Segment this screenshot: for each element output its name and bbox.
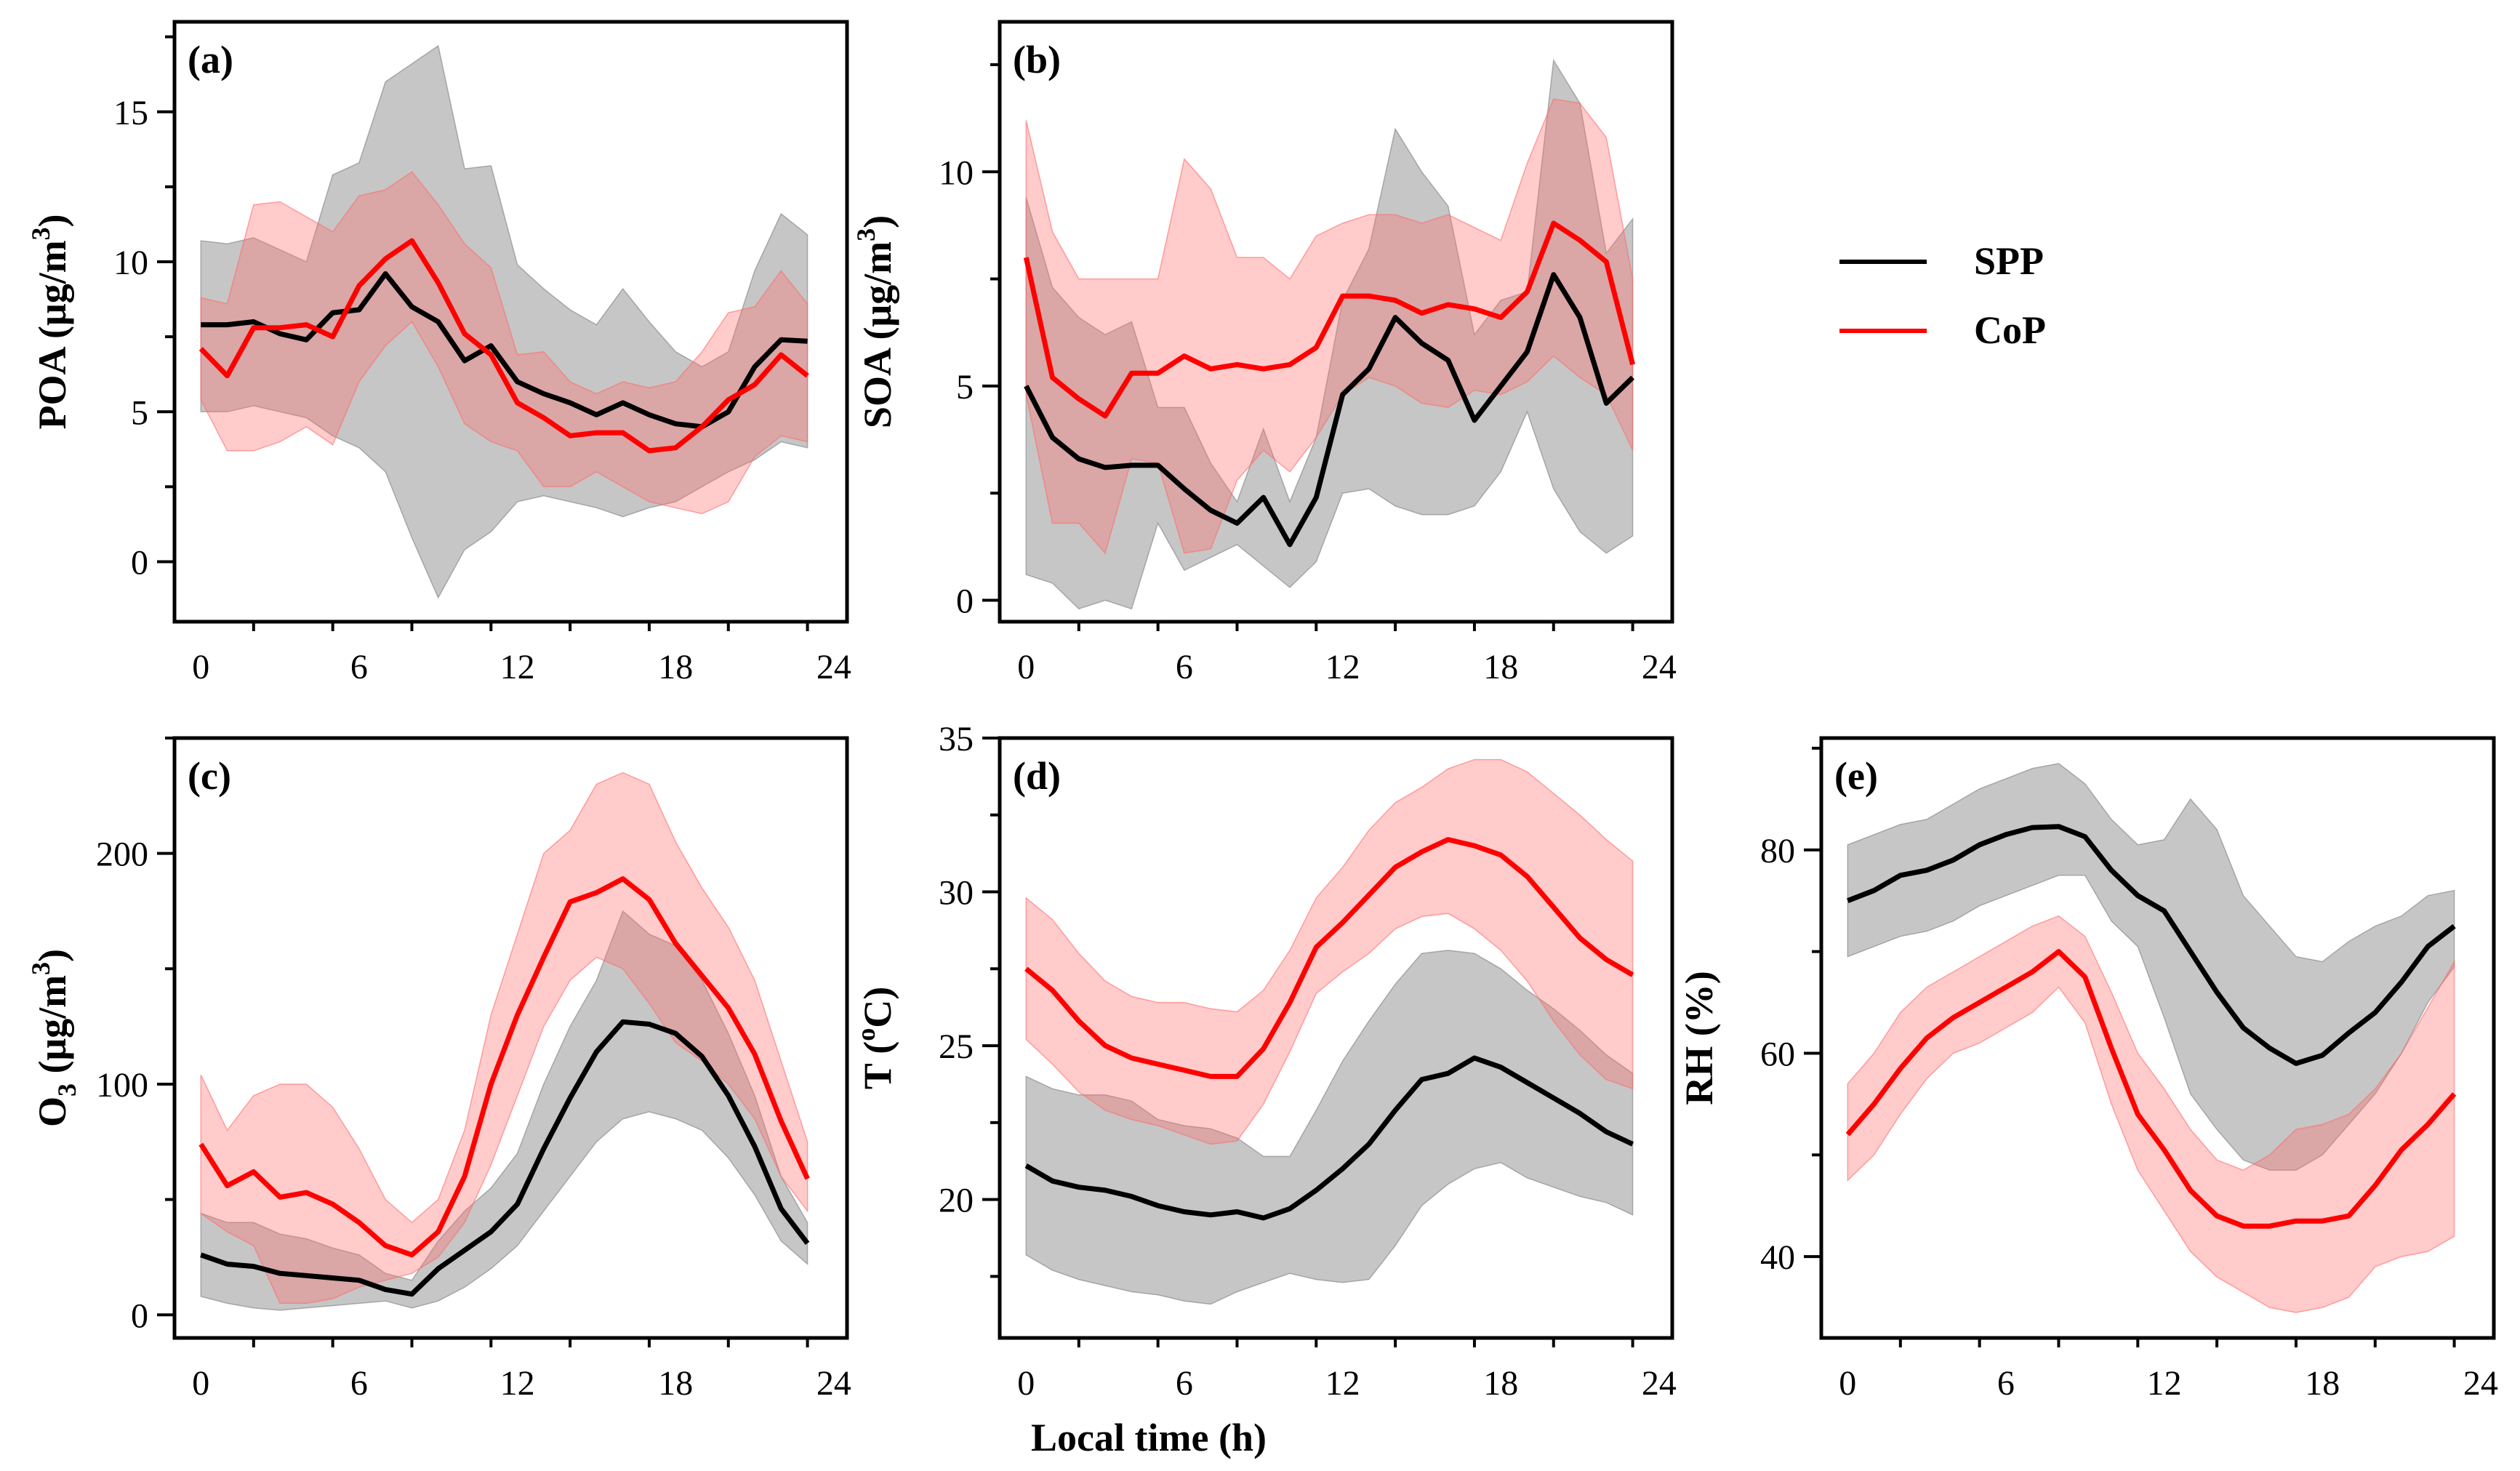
legend-label-spp: SPP <box>1974 239 2044 283</box>
panel-c-label: (c) <box>188 754 231 798</box>
panel-d-y-tick-label: 30 <box>939 874 974 913</box>
panel-e-x-tick-label: 18 <box>2305 1364 2340 1403</box>
panel-b-spp-range-band <box>1025 58 1634 610</box>
panel-e-spp-line <box>1847 824 2456 1066</box>
panel-c-y-tick-label: 0 <box>131 1296 148 1335</box>
panel-e-y-tick-label: 60 <box>1760 1035 1795 1073</box>
panel-b-x-tick-label: 6 <box>1176 648 1193 686</box>
panel-a-y-tick-label: 15 <box>113 94 148 132</box>
panel-c-x-tick-label: 0 <box>192 1364 209 1403</box>
panel-e-cop-range-band <box>1847 915 2455 1313</box>
panel-e: 0 6 12 18 24 40 60 80 (e) RH (%) <box>1677 736 2498 1403</box>
panel-a-plot-area <box>198 44 809 599</box>
panel-c-spp-range-band <box>200 910 808 1311</box>
panel-e-x-tick-label: 6 <box>1997 1364 2015 1403</box>
panel-b-frame <box>998 20 1674 624</box>
panel-b-spp-line <box>1024 272 1635 548</box>
panel-a-x-tick-label: 6 <box>350 648 368 686</box>
panel-e-cop-line <box>1845 949 2457 1229</box>
legend: SPP CoP <box>1839 239 2046 352</box>
panel-d-y-tick-label: 25 <box>939 1027 974 1066</box>
panel-e-y-tick-label: 40 <box>1760 1238 1795 1277</box>
panel-c-cop-line <box>198 876 810 1258</box>
panel-b-plot-area <box>1023 58 1635 610</box>
legend-label-cop: CoP <box>1974 308 2046 352</box>
panel-b-y-axis-label: SOA (μg/m3) <box>851 215 899 428</box>
panel-e-label: (e) <box>1834 754 1878 798</box>
panel-d-y-tick-label: 20 <box>939 1182 974 1220</box>
panel-c-frame <box>172 736 849 1340</box>
panel-d: 0 6 12 18 24 20 25 30 35 (d) T (oC) <box>851 720 1677 1403</box>
panel-d-spp-range-band <box>1025 950 1634 1305</box>
panel-a-y-tick-label: 5 <box>131 393 148 432</box>
panel-a-cop-range-band <box>200 171 808 515</box>
panel-a-x-tick-label: 18 <box>658 648 693 686</box>
panel-b-cop-line <box>1023 220 1635 419</box>
panel-c-y-axis-label: O3 (μg/m3) <box>26 949 81 1127</box>
panel-d-y-axis-label: T (oC) <box>851 987 899 1090</box>
panel-b-y-tick-label: 10 <box>939 153 974 192</box>
panel-b-x-tick-label: 18 <box>1483 648 1518 686</box>
panel-a: 0 6 12 18 24 0 5 10 15 (a) POA (μg/m3) <box>26 20 851 686</box>
panel-e-x-tick-label: 24 <box>2463 1364 2498 1403</box>
panel-e-y-axis-label: RH (%) <box>1677 971 1721 1105</box>
panel-a-x-tick-label: 0 <box>192 648 209 686</box>
panel-e-frame <box>1819 736 2496 1340</box>
panel-c-x-tick-label: 18 <box>658 1364 693 1403</box>
panel-d-y-tick-label: 35 <box>939 720 974 758</box>
panel-a-frame <box>172 20 849 624</box>
panel-d-label: (d) <box>1013 754 1061 798</box>
panel-b-y-tick-label: 5 <box>956 368 974 406</box>
panel-e-y-tick-label: 80 <box>1760 832 1795 870</box>
panel-b-x-tick-label: 24 <box>1642 648 1677 686</box>
panel-b-x-tick-label: 0 <box>1017 648 1035 686</box>
panel-b: 0 6 12 18 24 0 5 10 (b) SOA (μg/m3) <box>851 20 1677 686</box>
panel-c-x-tick-label: 6 <box>350 1364 368 1403</box>
panel-d-x-tick-label: 12 <box>1325 1364 1360 1403</box>
panel-c-spp-line <box>200 1019 810 1297</box>
panel-b-label: (b) <box>1013 38 1061 81</box>
panel-b-x-tick-label: 12 <box>1325 648 1360 686</box>
panel-c-y-tick-label: 200 <box>96 835 148 874</box>
panel-d-x-tick-label: 0 <box>1017 1364 1035 1403</box>
panel-d-frame <box>998 736 1674 1340</box>
panel-d-cop-range-band <box>1025 758 1634 1145</box>
panel-d-spp-line <box>1024 1055 1634 1221</box>
panel-d-plot-area <box>1024 758 1634 1305</box>
panel-c-x-tick-label: 24 <box>816 1364 851 1403</box>
panel-c-x-tick-label: 12 <box>500 1364 535 1403</box>
panel-c: 0 6 12 18 24 0 100 200 (c) O3 (μg/m3) <box>26 736 851 1403</box>
x-axis-label: Local time (h) <box>1031 1416 1267 1459</box>
panel-d-x-tick-label: 18 <box>1483 1364 1518 1403</box>
panel-c-cop-range-band <box>200 771 808 1304</box>
panel-e-x-tick-label: 12 <box>2147 1364 2182 1403</box>
panel-d-x-tick-label: 24 <box>1642 1364 1677 1403</box>
panel-e-x-tick-label: 0 <box>1839 1364 1856 1403</box>
panel-e-plot-area <box>1845 763 2457 1313</box>
panel-a-spp-range-band <box>200 44 808 599</box>
panel-a-x-tick-label: 12 <box>500 648 535 686</box>
panel-d-x-tick-label: 6 <box>1176 1364 1193 1403</box>
panel-a-y-tick-label: 10 <box>113 244 148 282</box>
panel-d-cop-line <box>1024 837 1634 1079</box>
panel-a-y-axis-label: POA (μg/m3) <box>26 214 74 429</box>
panel-b-y-tick-label: 0 <box>956 582 974 621</box>
panel-a-x-tick-label: 24 <box>816 648 851 686</box>
panel-a-y-tick-label: 0 <box>131 544 148 582</box>
panel-a-cop-line <box>198 238 809 454</box>
panel-c-y-tick-label: 100 <box>96 1066 148 1105</box>
panel-a-label: (a) <box>188 38 233 81</box>
panel-c-plot-area <box>198 771 810 1311</box>
